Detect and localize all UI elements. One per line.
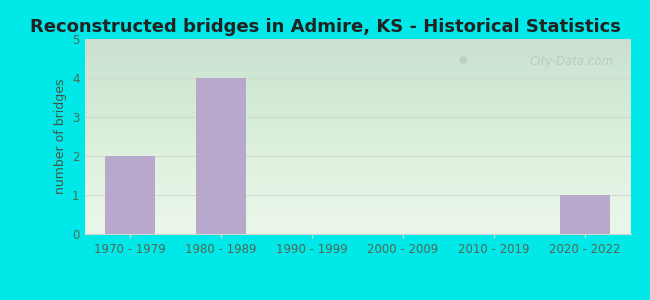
Text: Reconstructed bridges in Admire, KS - Historical Statistics: Reconstructed bridges in Admire, KS - Hi…: [29, 18, 621, 36]
Text: ●: ●: [458, 55, 467, 64]
Bar: [105, 156, 155, 234]
Text: City-Data.com: City-Data.com: [530, 55, 614, 68]
Y-axis label: number of bridges: number of bridges: [53, 79, 66, 194]
Bar: [196, 78, 246, 234]
Bar: [560, 195, 610, 234]
